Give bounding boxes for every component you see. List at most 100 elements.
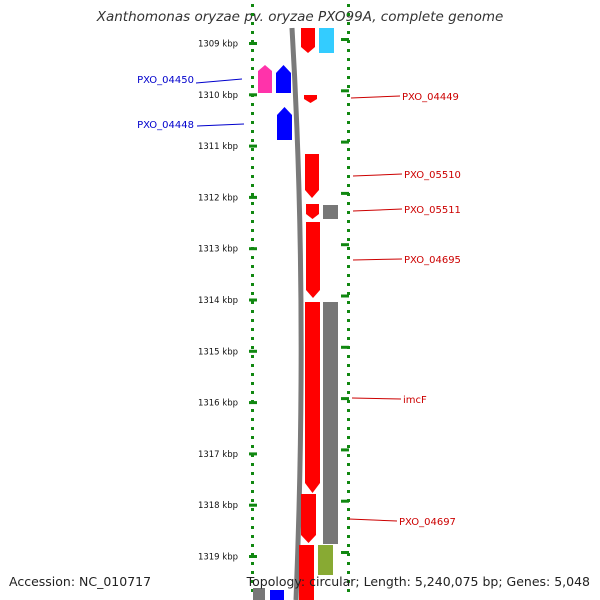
scale-dot-left	[251, 184, 254, 187]
gene-features	[253, 28, 338, 600]
scale-dot-left	[251, 517, 254, 520]
scale-dot-left	[251, 193, 254, 196]
scale-dot-left	[251, 148, 254, 151]
scale-dot-left	[251, 481, 254, 484]
backbone-arc	[289, 27, 304, 600]
major-tick-left	[249, 349, 257, 353]
scale-dot-right	[347, 571, 350, 574]
scale-dot-right	[347, 22, 350, 25]
scale-dot-right	[347, 256, 350, 259]
scale-tick-label: 1314 kbp	[198, 296, 238, 306]
major-tick-left	[249, 555, 257, 558]
scale-tick-label: 1309 kbp	[198, 40, 238, 50]
scale-dot-right	[347, 508, 350, 511]
major-tick-left	[249, 144, 257, 148]
scale-dot-right	[347, 103, 350, 106]
scale-dot-left	[251, 544, 254, 547]
callout-line-right	[352, 258, 403, 261]
scale-dot-right	[347, 463, 350, 466]
scale-dot-right	[347, 364, 350, 367]
scale-dot-left	[251, 436, 254, 439]
major-tick-right	[341, 89, 349, 93]
scale-tick-label: 1310 kbp	[198, 91, 238, 101]
scale-dot-right	[347, 535, 350, 538]
scale-dot-left	[251, 31, 254, 34]
scale-dot-right	[347, 157, 350, 160]
reverse-cds-feature	[270, 590, 284, 600]
scale-dot-left	[251, 85, 254, 88]
scale-dot-right	[347, 292, 350, 295]
scale-dot-left	[251, 454, 254, 457]
major-tick-left	[249, 401, 257, 405]
scale-dot-left	[251, 310, 254, 313]
scale-dot-left	[251, 364, 254, 367]
scale-dot-left	[251, 499, 254, 502]
scale-dot-left	[251, 418, 254, 421]
scale-dot-right	[347, 184, 350, 187]
scale-dot-right	[347, 166, 350, 169]
scale-dot-left	[251, 589, 254, 592]
scale-dot-right	[347, 112, 350, 115]
scale-dot-right	[347, 490, 350, 493]
scale-dot-left	[251, 274, 254, 277]
scale-dot-left	[251, 166, 254, 169]
scale-dot-left	[251, 346, 254, 349]
major-tick-left	[249, 42, 257, 45]
scale-dot-left	[251, 571, 254, 574]
gene-label-left: PXO_04448	[137, 120, 194, 131]
major-tick-left	[249, 247, 257, 251]
major-tick-left	[249, 195, 257, 199]
scale-dot-right	[347, 13, 350, 16]
callout-line-right	[348, 518, 398, 522]
scale-dot-right	[347, 265, 350, 268]
scale-dot-left	[251, 238, 254, 241]
gene-label-right: PXO_04449	[402, 92, 459, 103]
scale-dot-right	[347, 130, 350, 133]
scale-dot-right	[347, 553, 350, 556]
scale-dot-right	[347, 373, 350, 376]
scale-dot-left	[251, 553, 254, 556]
scale-dot-left	[251, 13, 254, 16]
gene-label-right: imcF	[403, 395, 427, 406]
forward-cds-feature	[299, 545, 314, 600]
scale-tick-label: 1317 kbp	[198, 450, 238, 460]
scale-dot-right	[347, 454, 350, 457]
callout-line-right	[352, 173, 403, 177]
scale-dot-left	[251, 292, 254, 295]
scale-dot-left	[251, 382, 254, 385]
major-tick-right	[341, 551, 349, 554]
major-tick-right	[341, 191, 349, 195]
scale-dot-right	[347, 58, 350, 61]
gene-label-right: PXO_05510	[404, 170, 461, 181]
callout-line-right	[351, 397, 402, 400]
scale-dot-left	[251, 319, 254, 322]
scale-dot-left	[251, 472, 254, 475]
reverse-cds-feature	[277, 107, 292, 140]
scale-dot-right	[347, 49, 350, 52]
scale-dot-left	[251, 373, 254, 376]
scale-dot-right	[347, 31, 350, 34]
scale-dot-right	[347, 418, 350, 421]
scale-dot-left	[251, 391, 254, 394]
scale-dot-left	[251, 76, 254, 79]
scale-dot-left	[251, 175, 254, 178]
pseudogene-feature	[323, 302, 338, 544]
scale-dot-right	[347, 85, 350, 88]
scale-tick-label: 1311 kbp	[198, 142, 238, 152]
scale-dot-right	[347, 409, 350, 412]
scale-dot-left	[251, 490, 254, 493]
scale-dot-left	[251, 103, 254, 106]
scale-dot-right	[347, 337, 350, 340]
scale-dot-right	[347, 229, 350, 232]
scale-dot-left	[251, 67, 254, 70]
gene-label-right: PXO_05511	[404, 205, 461, 216]
callout-line-left	[195, 78, 243, 84]
scale-dot-right	[347, 436, 350, 439]
scale-dot-left	[251, 283, 254, 286]
forward-cds-feature	[305, 154, 319, 198]
accession-text: Accession: NC_010717	[9, 574, 152, 589]
rna-feature	[258, 65, 272, 93]
scale-dot-left	[251, 211, 254, 214]
scale-dot-right	[347, 67, 350, 70]
